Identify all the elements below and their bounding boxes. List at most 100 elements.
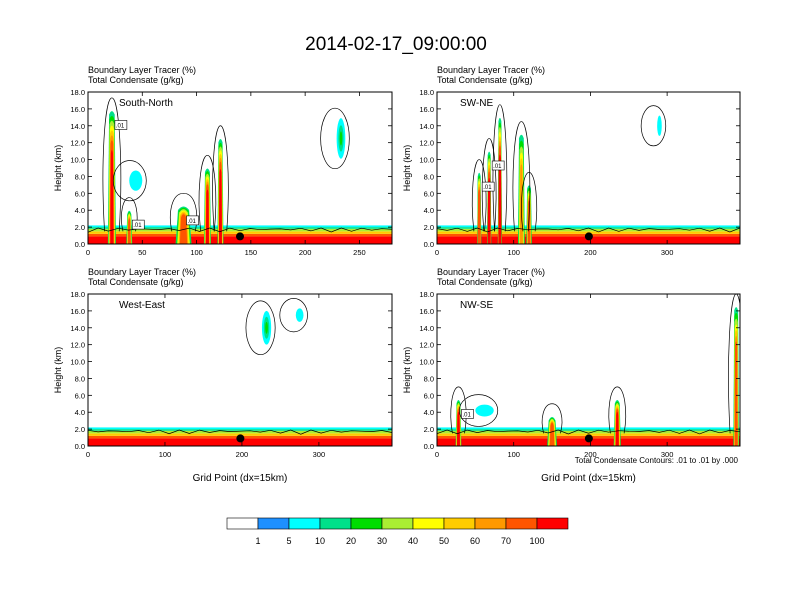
colorbar-swatch-3: [319, 517, 352, 530]
upper-cloud-outer: [475, 404, 494, 417]
contour-label-text: .01: [116, 123, 125, 129]
colorbar-label: 100: [529, 536, 544, 546]
tracer-plume-1: [487, 151, 492, 244]
y-tick-label: 16.0: [70, 105, 85, 114]
y-tick-label: 18.0: [70, 290, 85, 299]
tracer-plume-layer: [498, 154, 502, 244]
y-tick-label: 4.0: [424, 206, 434, 215]
condensate-contour-boundary: [437, 227, 740, 233]
condensate-contour-3: [198, 154, 217, 232]
panel-title-line2: Total Condensate (g/kg): [88, 75, 184, 85]
tracer-plume-3: [733, 307, 739, 446]
y-tick-label: 8.0: [75, 172, 85, 181]
y-tick-label: 18.0: [419, 290, 434, 299]
plot-area: [88, 97, 392, 244]
tracer-plume-2: [175, 206, 192, 244]
plot-frame: [436, 91, 741, 245]
contour-label-0: .01: [481, 181, 495, 192]
tracer-band-3: [88, 228, 392, 232]
colorbar-swatch-5: [381, 517, 414, 530]
y-tick-label: 8.0: [424, 172, 434, 181]
panel-inside-label: South-North: [119, 98, 173, 109]
location-marker: [584, 232, 593, 241]
condensate-contour-upper-1: [320, 107, 350, 170]
tracer-plume-3: [517, 134, 525, 244]
plot-frame: [87, 293, 393, 447]
condensate-contour-0: [471, 159, 487, 232]
condensate-contours: [88, 97, 392, 233]
x-tick-label: 200: [584, 450, 597, 459]
contour-label-text: .01: [493, 164, 502, 170]
tracer-band-3: [88, 430, 392, 434]
panel-inside-label: West-East: [119, 300, 165, 311]
upper-cloud-outer: [129, 170, 143, 191]
colorbar-label: 10: [315, 536, 325, 546]
y-tick-label: 18.0: [419, 88, 434, 97]
tracer-band-5: [437, 427, 740, 430]
contour-label-text: .01: [483, 185, 492, 191]
colorbar-swatch-10: [536, 517, 569, 530]
tracer-band-3: [437, 228, 740, 232]
colorbar-label: 50: [439, 536, 449, 546]
x-tick-label: 150: [245, 248, 258, 257]
y-tick-label: 4.0: [424, 408, 434, 417]
condensate-contour-boundary: [437, 429, 740, 435]
colorbar-swatch-2: [288, 517, 321, 530]
panel-inside-label: NW-SE: [460, 300, 493, 311]
tracer-plume-layer: [205, 189, 209, 244]
x-tick-label: 100: [190, 248, 203, 257]
condensate-contour-upper-1: [279, 298, 308, 333]
contour-label-box: [481, 181, 495, 192]
upper-cloud-0: [129, 170, 143, 191]
contour-label-text: .01: [133, 223, 142, 229]
tracer-plume-layer: [734, 347, 738, 446]
y-tick-label: 4.0: [75, 206, 85, 215]
condensate-contour-upper-0: [245, 300, 276, 356]
upper-cloud-0: [261, 310, 272, 345]
y-tick-label: 0.0: [75, 240, 85, 249]
tracer-plume-layer: [127, 218, 131, 244]
plot-area: [437, 294, 740, 446]
y-axis-label: Height (km): [402, 347, 412, 394]
y-axis-label: Height (km): [402, 145, 412, 192]
contour-label-1: .01: [131, 219, 145, 230]
y-tick-label: 6.0: [75, 189, 85, 198]
condensate-contour-1: [121, 197, 138, 232]
contour-label-0: .01: [114, 120, 128, 130]
condensate-contour-4: [212, 125, 229, 232]
panel-title-line1: Boundary Layer Tracer (%): [437, 65, 545, 75]
tracer-plume-layer: [218, 169, 222, 244]
y-tick-label: 14.0: [70, 122, 85, 131]
x-tick-label: 0: [86, 450, 90, 459]
contour-label-text: .01: [462, 412, 471, 418]
tracer-band-4: [88, 227, 392, 229]
colorbar-label: 70: [501, 536, 511, 546]
location-marker: [584, 434, 593, 443]
y-tick-label: 8.0: [424, 374, 434, 383]
colorbar-label: 1: [255, 536, 260, 546]
panel-bottom-right: .01 0.0 2.0 4.0 6.0 8.0 10.0 12.0 14.0 16.0 18.0 0 1…: [402, 267, 741, 484]
x-tick-label: 300: [661, 450, 674, 459]
upper-cloud-1: [295, 308, 304, 322]
y-tick-label: 12.0: [70, 341, 85, 350]
tracer-plume-1: [126, 210, 133, 244]
condensate-contour-4: [521, 171, 538, 232]
y-tick-label: 16.0: [419, 105, 434, 114]
tracer-plume-0: [107, 111, 116, 244]
contour-label-box: [491, 160, 505, 171]
upper-cloud-0: [475, 404, 494, 417]
panel-title-line2: Total Condensate (g/kg): [437, 75, 533, 85]
y-tick-label: 12.0: [419, 341, 434, 350]
condensate-contour-upper-0: [459, 394, 499, 427]
tracer-band-4: [88, 429, 392, 431]
y-axis-label: Height (km): [53, 347, 63, 394]
colorbar-swatch-1: [257, 517, 290, 530]
plot-area: [88, 298, 392, 446]
upper-cloud-0: [657, 115, 662, 136]
condensate-contours: [437, 294, 740, 435]
upper-cloud-outer: [657, 115, 662, 136]
location-marker: [236, 232, 244, 241]
x-axis-label: Grid Point (dx=15km): [541, 473, 636, 484]
y-tick-label: 2.0: [75, 425, 85, 434]
panel-top-right: .01 .01 0.0 2.0 4.0 6.0 8.0 10.0 12.0 14.0 16.0 18.…: [402, 65, 741, 257]
